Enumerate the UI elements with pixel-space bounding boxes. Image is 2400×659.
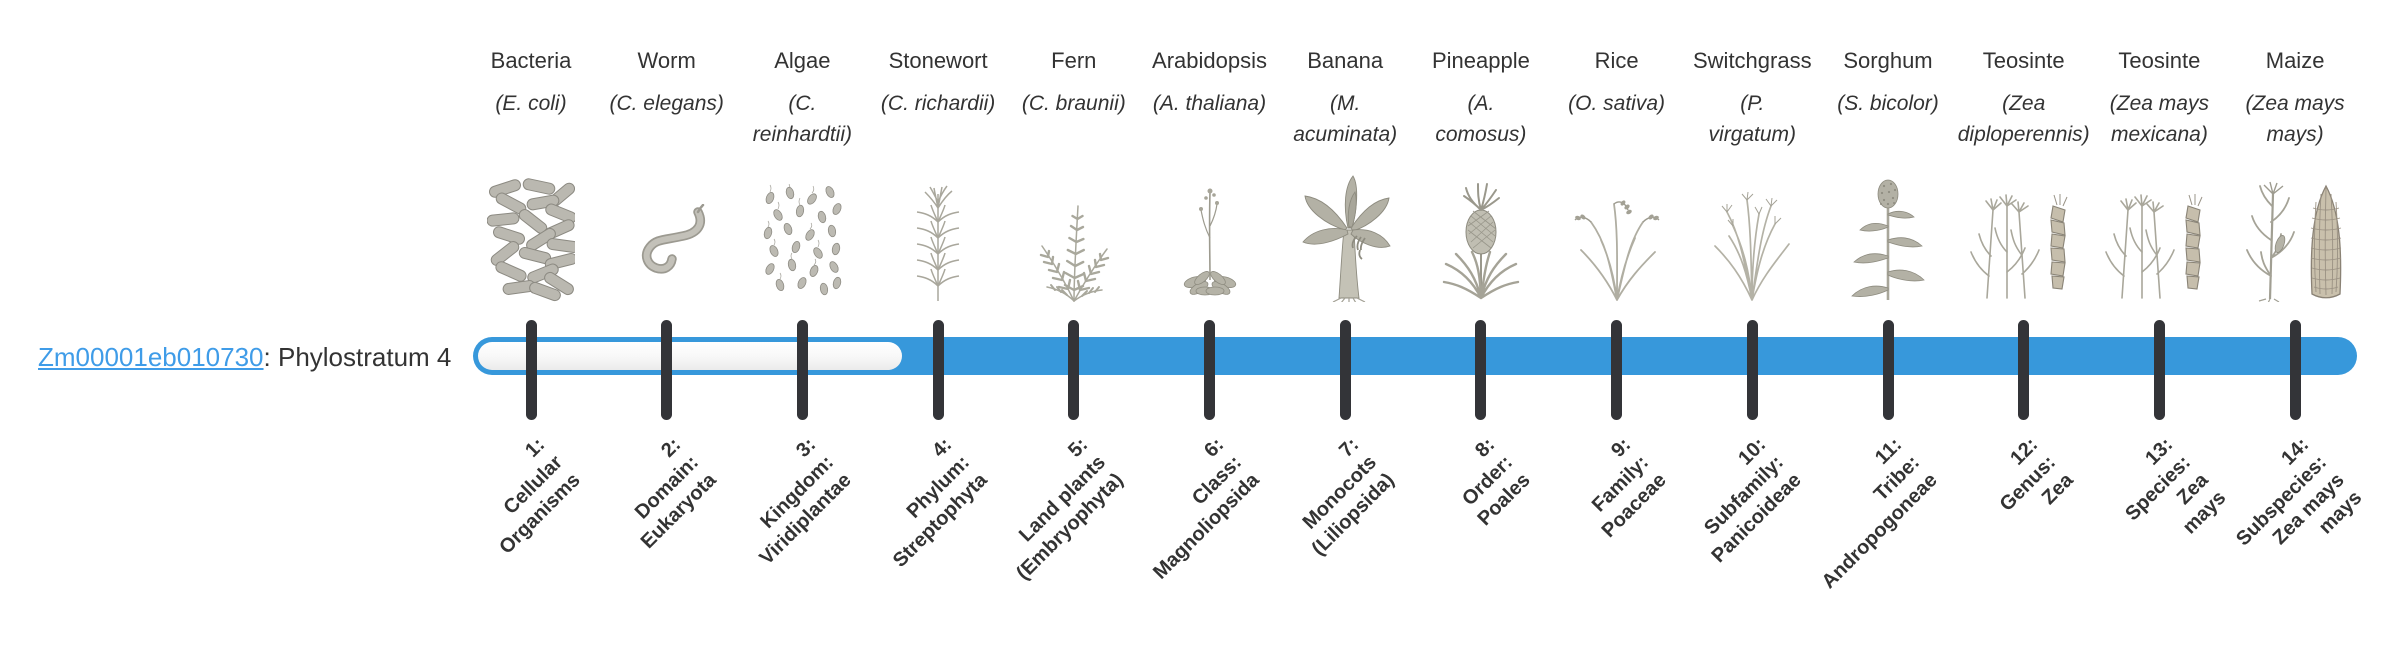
- organism-species-name: (C. braunii): [1021, 92, 1126, 115]
- phylostratum-bar: [473, 337, 2357, 375]
- organism-common-name: Algae: [774, 48, 831, 73]
- gene-id-link[interactable]: Zm00001eb010730: [38, 342, 264, 372]
- organism-column: Pineapple (A. comosus): [1406, 48, 1556, 300]
- organism-common-name: Rice: [1594, 48, 1639, 73]
- phylostratum-tick: [2153, 320, 2165, 420]
- gene-phylostratum-text: : Phylostratum 4: [263, 342, 452, 372]
- organism-common-name: Fern: [1051, 48, 1097, 73]
- organism-common-name: Stonewort: [888, 48, 988, 73]
- phylostratum-tick: [661, 320, 673, 420]
- phylostratum-tick: [1475, 320, 1487, 420]
- organism-column: Algae (C. reinhardtii): [727, 48, 877, 296]
- organism-column: Switchgrass (P. virgatum): [1677, 48, 1827, 301]
- organism-species-name: (C. richardii): [880, 92, 996, 115]
- organism-column: Fern (C. braunii): [999, 48, 1149, 302]
- phylostratigraphy-diagram: Zm00001eb010730: Phylostratum 4 Bacteria…: [38, 48, 2370, 594]
- organism-species-name: (Zea mays mexicana): [2109, 92, 2209, 146]
- organism-common-name: Teosinte: [1982, 48, 2065, 73]
- organism-column: Bacteria (E. coli): [456, 48, 606, 302]
- stonewort-icon: [863, 168, 1013, 302]
- organism-column: Teosinte (Zea mays mexicana): [2084, 48, 2234, 299]
- organism-species-name: (C. elegans): [609, 92, 724, 115]
- teosinte-icon: [1949, 168, 2099, 302]
- organism-column: Stonewort (C. richardii): [863, 48, 1013, 301]
- banana-icon: [1270, 168, 1420, 302]
- phylostratum-tick: [1746, 320, 1758, 420]
- phylostratum-tick: [796, 320, 808, 420]
- organism-species-name: (C. reinhardtii): [752, 92, 852, 146]
- organism-common-name: Arabidopsis: [1152, 48, 1267, 73]
- organism-common-name: Worm: [637, 48, 696, 73]
- bacteria-icon: [456, 168, 606, 302]
- phylostratum-tick: [525, 320, 537, 420]
- organism-column: Rice (O. sativa): [1542, 48, 1692, 301]
- phylostratum-tick: [2018, 320, 2030, 420]
- phylostratum-tick: [1611, 320, 1623, 420]
- phylostratum-bar-unfilled-track: [478, 342, 902, 370]
- organism-common-name: Sorghum: [1843, 48, 1933, 73]
- rice-icon: [1542, 168, 1692, 302]
- phylostratum-tick: [1339, 320, 1351, 420]
- organism-column: Banana (M. acuminata): [1270, 48, 1420, 302]
- organism-column: Maize (Zea mays mays): [2220, 48, 2370, 302]
- organism-column: Arabidopsis (A. thaliana): [1135, 48, 1285, 296]
- algae-icon: [727, 168, 877, 302]
- phylostratum-tick: [2289, 320, 2301, 420]
- organism-common-name: Pineapple: [1431, 48, 1530, 73]
- worm-icon: [592, 168, 742, 302]
- arabidopsis-icon: [1135, 168, 1285, 302]
- organism-species-name: (M. acuminata): [1293, 92, 1398, 146]
- organism-column: Sorghum (S. bicolor): [1813, 48, 1963, 300]
- organism-column: Worm (C. elegans): [592, 48, 742, 274]
- organism-species-name: (O. sativa): [1568, 92, 1666, 115]
- phylostratum-tick: [932, 320, 944, 420]
- phylostratum-tick: [1068, 320, 1080, 420]
- pineapple-icon: [1406, 168, 1556, 302]
- fern-icon: [999, 168, 1149, 302]
- organism-column: Teosinte (Zea diploperennis): [1949, 48, 2099, 299]
- organism-common-name: Bacteria: [490, 48, 572, 73]
- organism-common-name: Switchgrass: [1693, 48, 1812, 73]
- maize-icon: [2220, 168, 2370, 302]
- gene-label: Zm00001eb010730: Phylostratum 4: [38, 342, 451, 373]
- phylostratum-tick: [1882, 320, 1894, 420]
- organism-species-name: (A. comosus): [1435, 92, 1527, 146]
- sorghum-icon: [1813, 168, 1963, 302]
- organism-common-name: Teosinte: [2118, 48, 2201, 73]
- organism-species-name: (Zea diploperennis): [1957, 92, 2090, 146]
- organism-common-name: Maize: [2265, 48, 2325, 73]
- phylostratum-tick: [1204, 320, 1215, 420]
- organism-species-name: (P. virgatum): [1708, 92, 1797, 146]
- teosinte-icon: [2084, 168, 2234, 302]
- organism-species-name: (A. thaliana): [1152, 92, 1267, 115]
- organism-species-name: (S. bicolor): [1837, 92, 1939, 115]
- switchgrass-icon: [1677, 168, 1827, 302]
- organism-common-name: Banana: [1307, 48, 1384, 73]
- organism-species-name: (E. coli): [495, 92, 567, 115]
- organism-species-name: (Zea mays mays): [2245, 92, 2345, 146]
